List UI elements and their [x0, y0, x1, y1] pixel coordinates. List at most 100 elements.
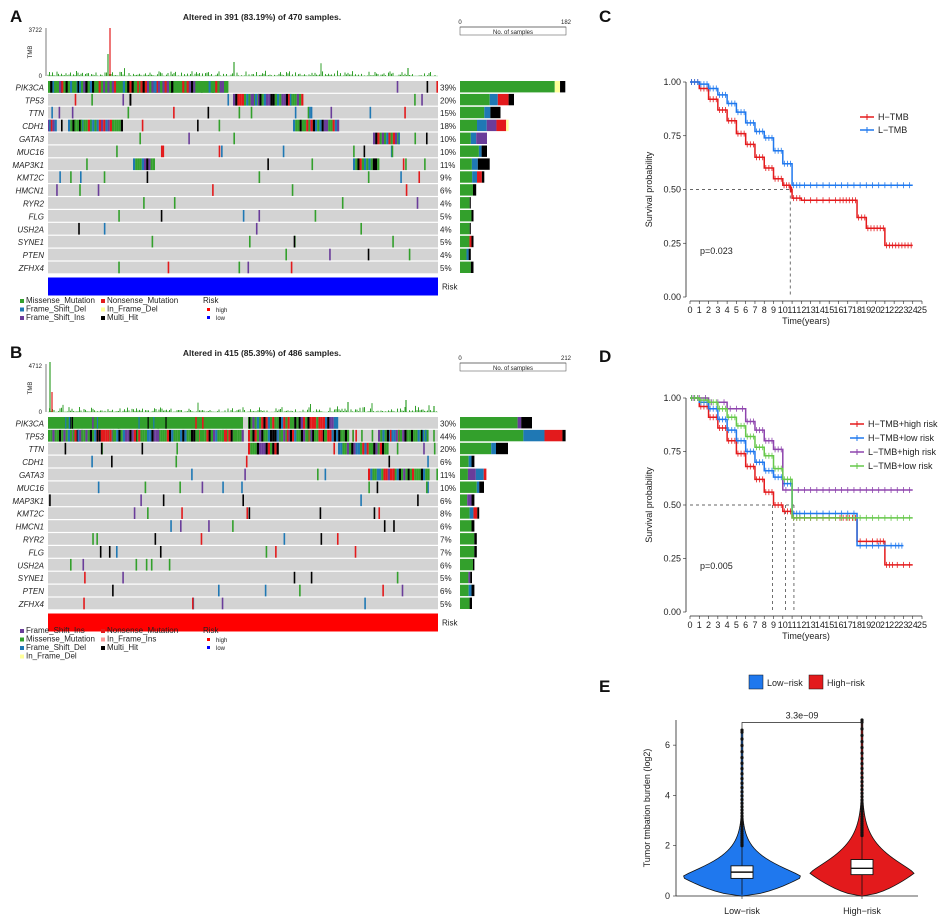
mutation-cell	[133, 81, 136, 93]
mutation-cell	[258, 171, 261, 183]
mutation-cell	[129, 429, 132, 442]
mutation-cell	[154, 533, 157, 545]
mutation-cell	[219, 81, 222, 93]
mutation-cell	[297, 119, 300, 132]
mutation-cell	[50, 81, 53, 93]
mutation-cell	[281, 417, 284, 429]
box-1	[850, 859, 874, 876]
mutation-cell	[68, 119, 71, 132]
mutation-cell	[344, 429, 347, 442]
mutation-cell	[363, 145, 366, 158]
mutation-cell	[218, 145, 221, 158]
mutation-cell	[101, 119, 104, 132]
mutation-cell	[417, 429, 420, 442]
bar-segment	[460, 119, 478, 132]
mutation-cell	[96, 81, 99, 93]
mutation-cell	[155, 81, 158, 93]
mutation-cell	[322, 429, 325, 442]
mutation-cell	[219, 429, 222, 442]
x-tick-label: 9	[771, 305, 776, 315]
mutation-cell	[56, 429, 59, 442]
mutation-cell	[420, 429, 423, 442]
outlier-point	[860, 812, 864, 816]
outlier-point	[740, 825, 744, 829]
mutation-cell	[336, 429, 339, 442]
mutation-cell	[259, 93, 262, 106]
mutation-cell	[145, 558, 148, 571]
mutation-cell	[263, 442, 266, 455]
mutation-cell	[195, 429, 198, 442]
x-tick-label: 12	[796, 305, 806, 315]
mutation-cell	[385, 468, 388, 481]
mutation-cell	[81, 119, 84, 132]
mutation-cell	[173, 81, 176, 93]
mutation-cell	[276, 429, 279, 442]
mutation-cell	[48, 81, 51, 93]
mutation-cell	[347, 429, 350, 442]
bar-segment	[478, 145, 482, 157]
mutation-cell	[254, 417, 257, 429]
mutation-cell	[378, 429, 381, 442]
risk-legend-title: Risk	[203, 626, 220, 635]
mutation-cell	[414, 468, 417, 481]
gene-label: HMCN1	[16, 523, 44, 532]
mutation-cell	[237, 93, 240, 106]
mutation-cell	[285, 93, 288, 106]
mutation-cell	[272, 417, 275, 429]
mutation-cell	[400, 429, 403, 442]
mutation-cell	[276, 442, 279, 455]
gene-label: PIK3CA	[16, 83, 44, 92]
bar-segment	[560, 81, 566, 93]
mutation-cell	[173, 429, 176, 442]
bar-segment	[497, 93, 509, 106]
mutation-cell	[254, 429, 257, 442]
risk-legend-low: low	[216, 316, 226, 322]
bar-axis-label: No. of samples	[493, 30, 533, 36]
mutation-cell	[329, 417, 332, 429]
gene-pct: 39%	[440, 83, 456, 92]
mutation-cell	[398, 132, 400, 145]
outlier-point	[860, 784, 864, 788]
mutation-cell	[122, 571, 124, 584]
mutation-cell	[63, 429, 66, 442]
mutation-cell	[361, 429, 363, 442]
mutation-cell	[70, 171, 72, 183]
mutation-cell	[147, 507, 149, 519]
mutation-cell	[258, 210, 261, 222]
matrix-row-bg	[48, 546, 438, 558]
x-tick-label: Low−risk	[724, 906, 760, 916]
x-tick-label: 5	[734, 620, 739, 630]
mutation-cell	[390, 132, 393, 145]
mutation-cell	[162, 145, 165, 158]
bar-segment	[460, 106, 485, 119]
mutation-cell	[401, 468, 404, 481]
legend-label: In_Frame_Ins	[107, 635, 156, 644]
mutation-cell	[116, 429, 119, 442]
bar-segment	[477, 507, 480, 519]
mutation-cell	[308, 119, 310, 132]
mutation-cell	[426, 481, 428, 494]
gene-label: GATA3	[19, 135, 45, 144]
mutation-cell	[274, 442, 277, 455]
bar-segment	[460, 429, 524, 442]
mutation-cell	[162, 429, 165, 442]
significance-bracket	[741, 722, 863, 729]
mutation-cell	[296, 417, 299, 429]
legend-swatch	[20, 299, 24, 303]
mutation-cell	[265, 417, 268, 429]
mutation-cell	[127, 81, 130, 93]
tmb-min-label: 0	[39, 410, 43, 416]
mutation-cell	[286, 429, 289, 442]
mutation-cell	[386, 429, 389, 442]
mutation-cell	[201, 481, 204, 494]
mutation-cell	[160, 210, 163, 222]
mutation-cell	[238, 106, 241, 119]
mutation-cell	[256, 417, 259, 429]
mutation-cell	[164, 81, 167, 93]
y-tick-label: 0.75	[663, 131, 681, 141]
mutation-cell	[318, 429, 321, 442]
tmb-min-label: 0	[39, 74, 43, 80]
mutation-cell	[136, 429, 139, 442]
mutation-cell	[309, 417, 312, 429]
mutation-cell	[255, 222, 258, 235]
